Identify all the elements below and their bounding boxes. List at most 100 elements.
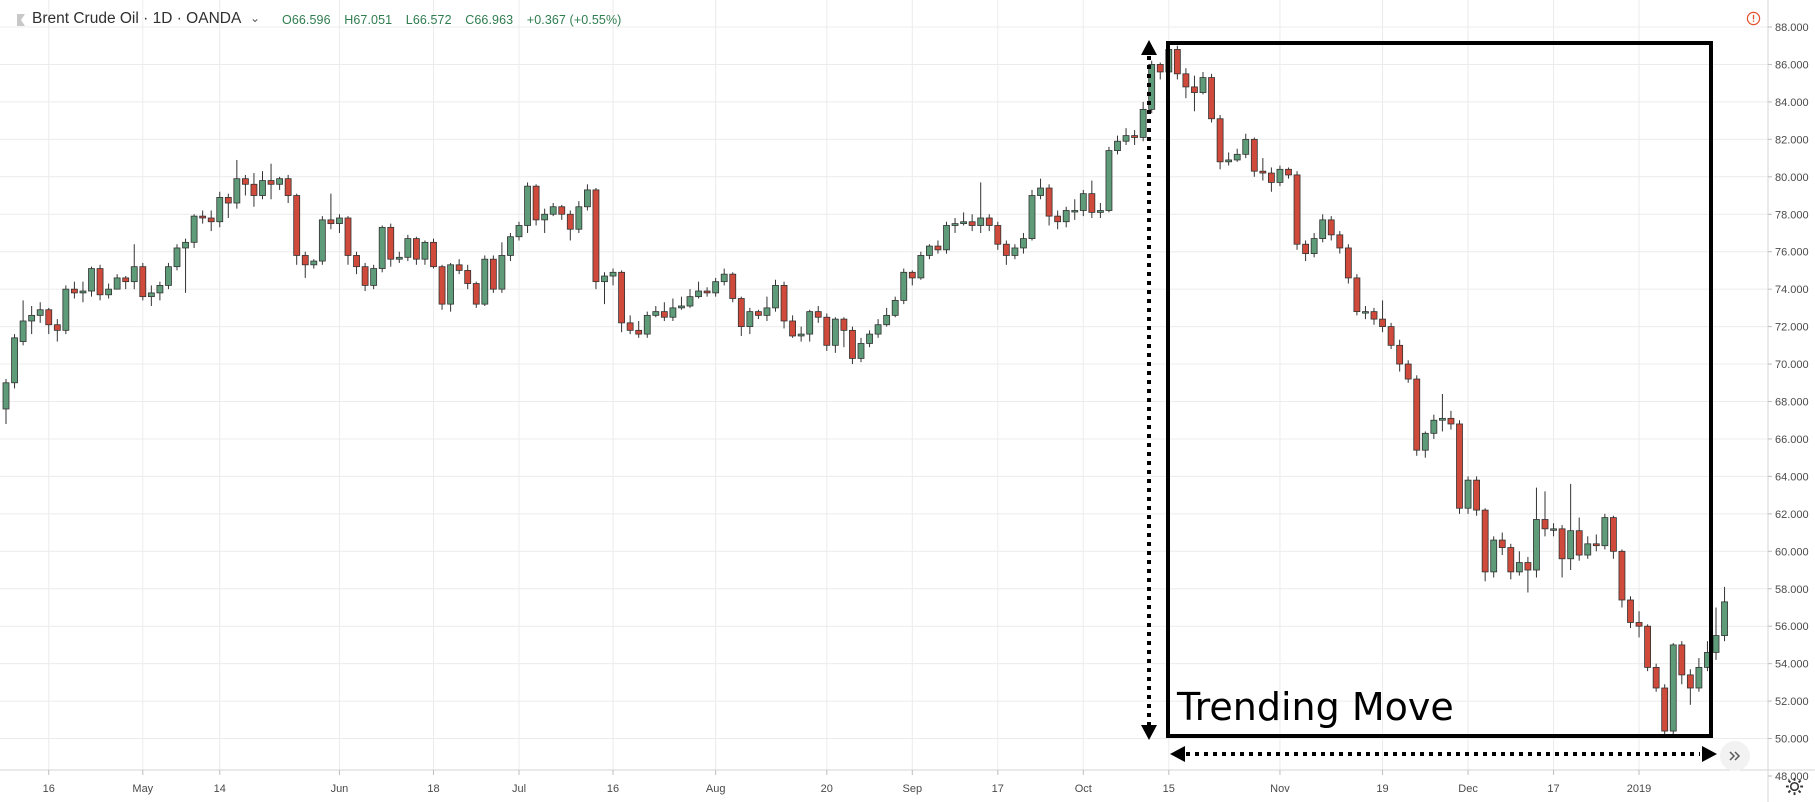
candle-body bbox=[1404, 363, 1412, 380]
candle-body bbox=[960, 221, 967, 225]
candle-body bbox=[532, 185, 540, 221]
candle-down bbox=[387, 223, 395, 267]
candle-body bbox=[1191, 86, 1198, 93]
candle-body bbox=[558, 206, 566, 215]
candle-down bbox=[45, 307, 53, 335]
candle-down bbox=[1379, 300, 1386, 333]
candle-down bbox=[814, 306, 822, 323]
scroll-to-latest-button[interactable] bbox=[1720, 741, 1750, 771]
candle-down bbox=[1618, 549, 1626, 608]
candle-body bbox=[908, 271, 916, 279]
candle-body bbox=[652, 311, 660, 316]
trend-annotation: Trending Move bbox=[1141, 40, 1717, 762]
candle-body bbox=[1550, 528, 1557, 531]
candle-body bbox=[601, 275, 608, 283]
candle-down bbox=[1404, 360, 1412, 383]
candle-body bbox=[1396, 344, 1404, 365]
candle-body bbox=[849, 329, 856, 359]
candle-up bbox=[772, 279, 779, 312]
candle-body bbox=[395, 256, 403, 260]
candle-body bbox=[1379, 318, 1386, 327]
candle-up bbox=[806, 309, 814, 342]
candle-up bbox=[1122, 128, 1130, 145]
candle-body bbox=[746, 311, 754, 327]
candle-body bbox=[336, 217, 343, 225]
candle-body bbox=[113, 277, 121, 290]
candle-down bbox=[71, 281, 78, 299]
candle-body bbox=[883, 314, 891, 326]
candle-body bbox=[455, 264, 463, 271]
open-value: O66.596 bbox=[282, 13, 331, 27]
candle-down bbox=[1524, 556, 1532, 593]
candle-down bbox=[1370, 307, 1378, 325]
gear-icon[interactable] bbox=[1785, 777, 1804, 796]
time-tick-label: 16 bbox=[43, 783, 55, 795]
change-value: +0.367 (+0.55%) bbox=[526, 13, 622, 27]
candle-body bbox=[1088, 193, 1096, 213]
candle-body bbox=[797, 333, 805, 337]
candle-up bbox=[447, 262, 455, 312]
candle-body bbox=[1045, 187, 1053, 217]
close-value: C66.963 bbox=[465, 13, 514, 27]
chevron-down-icon[interactable]: ⌄ bbox=[250, 11, 261, 25]
time-axis[interactable]: 16 May 14 Jun 18 Jul 16 Aug 20 Sep 17 Oct 15 Nov 19 Dec… bbox=[43, 770, 1652, 795]
price-tick-label: 60.000 bbox=[1775, 546, 1809, 558]
candle-up bbox=[404, 234, 412, 262]
candle-body bbox=[977, 217, 985, 226]
candle-body bbox=[1122, 135, 1130, 142]
candle-up bbox=[1550, 523, 1557, 537]
candle-body bbox=[592, 189, 600, 283]
candle-down bbox=[241, 174, 249, 196]
candle-down bbox=[1259, 158, 1267, 181]
candle-down bbox=[1652, 663, 1660, 692]
candle-body bbox=[1541, 519, 1549, 530]
candle-down bbox=[122, 276, 130, 290]
candle-body bbox=[139, 266, 147, 298]
candle-body bbox=[1242, 138, 1250, 155]
candle-body bbox=[806, 311, 814, 335]
candle-body bbox=[1507, 547, 1515, 573]
candle-body bbox=[1139, 108, 1147, 138]
candle-body bbox=[165, 266, 172, 286]
candle-down bbox=[1336, 231, 1344, 254]
trend-label: Trending Move bbox=[1176, 685, 1454, 729]
candle-body bbox=[926, 245, 933, 256]
time-tick-label: 19 bbox=[1376, 783, 1388, 795]
candle-down bbox=[1216, 115, 1224, 170]
candle-body bbox=[293, 195, 301, 256]
candle-down bbox=[1644, 624, 1651, 672]
candle-body bbox=[626, 322, 634, 331]
candle-body bbox=[130, 266, 138, 283]
candle-up bbox=[165, 262, 172, 290]
candle-down bbox=[1635, 611, 1643, 638]
candle-body bbox=[489, 258, 497, 290]
candle-body bbox=[481, 258, 489, 305]
candle-body bbox=[1276, 168, 1284, 183]
candle-body bbox=[284, 178, 292, 196]
candle-body bbox=[772, 285, 779, 309]
candle-body bbox=[19, 320, 27, 342]
price-axis[interactable]: 48.000 50.000 52.000 54.000 56.000 58.000 60.0… bbox=[1768, 22, 1809, 783]
candle-up bbox=[507, 232, 514, 262]
alert-icon[interactable] bbox=[1746, 11, 1761, 26]
candle-body bbox=[524, 185, 531, 226]
candle-down bbox=[532, 184, 540, 226]
candle-down bbox=[1387, 322, 1395, 350]
candle-up bbox=[1011, 244, 1019, 260]
candle-up bbox=[1276, 165, 1284, 187]
candle-body bbox=[934, 245, 942, 251]
candle-body bbox=[985, 217, 993, 226]
candle-body bbox=[276, 178, 284, 185]
candle-up bbox=[917, 251, 925, 280]
candle-up bbox=[1233, 148, 1241, 162]
candle-down bbox=[840, 317, 848, 348]
candle-body bbox=[182, 241, 189, 249]
candle-up bbox=[105, 283, 112, 299]
candle-body bbox=[318, 219, 326, 262]
candle-up bbox=[678, 296, 685, 310]
candle-body bbox=[609, 271, 617, 277]
symbol-title[interactable]: Brent Crude Oil · 1D · OANDA bbox=[32, 10, 242, 27]
candle-up bbox=[883, 307, 891, 327]
candle-body bbox=[464, 270, 472, 284]
